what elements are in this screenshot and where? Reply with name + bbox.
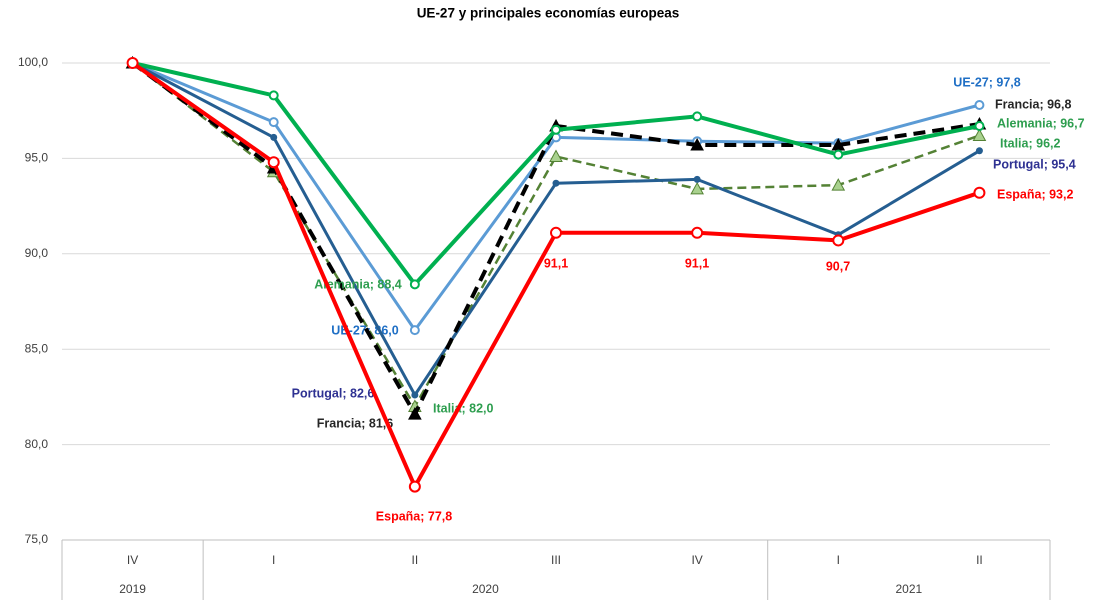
x-tick-label: I bbox=[837, 553, 840, 567]
series-line bbox=[132, 61, 980, 287]
marker bbox=[833, 149, 844, 160]
data-label: Portugal; 95,4 bbox=[993, 157, 1076, 171]
x-tick-label: IV bbox=[691, 553, 702, 567]
marker bbox=[268, 90, 279, 101]
y-tick-label: 80,0 bbox=[25, 437, 49, 451]
marker bbox=[690, 137, 704, 151]
x-tick-label: III bbox=[551, 553, 561, 567]
x-tick-label: II bbox=[412, 553, 419, 567]
y-tick-label: 75,0 bbox=[25, 532, 49, 546]
marker bbox=[693, 175, 701, 183]
y-tick-label: 100,0 bbox=[18, 55, 48, 69]
marker bbox=[126, 57, 139, 69]
marker bbox=[975, 147, 983, 155]
series-line bbox=[132, 61, 980, 332]
data-label: Francia; 96,8 bbox=[995, 97, 1071, 111]
y-tick-label: 90,0 bbox=[25, 246, 49, 260]
marker bbox=[551, 124, 561, 135]
marker bbox=[972, 128, 987, 142]
y-tick-label: 95,0 bbox=[25, 151, 49, 165]
data-label: España; 93,2 bbox=[997, 187, 1073, 201]
chart-title: UE-27 y principales economías europeas bbox=[417, 6, 680, 21]
marker bbox=[268, 117, 279, 128]
marker bbox=[408, 407, 422, 420]
x-tick-label: I bbox=[272, 553, 275, 567]
data-label: Francia; 81,6 bbox=[317, 416, 393, 430]
marker bbox=[832, 234, 845, 247]
data-label: España; 77,8 bbox=[376, 509, 452, 523]
data-label: Portugal; 82,6 bbox=[292, 386, 375, 400]
x-group-label: 2021 bbox=[896, 582, 923, 596]
data-label: UE-27; 97,8 bbox=[953, 75, 1020, 89]
marker bbox=[552, 179, 560, 187]
data-label: 91,1 bbox=[685, 256, 709, 270]
marker bbox=[267, 156, 280, 169]
marker bbox=[550, 226, 562, 239]
y-tick-label: 85,0 bbox=[25, 341, 49, 355]
marker bbox=[831, 178, 846, 191]
marker bbox=[408, 480, 421, 493]
data-label: Italia; 96,2 bbox=[1000, 136, 1060, 150]
marker bbox=[690, 181, 704, 195]
marker bbox=[409, 279, 420, 290]
data-label: Alemania; 96,7 bbox=[997, 116, 1085, 130]
x-tick-label: IV bbox=[127, 553, 138, 567]
marker bbox=[973, 186, 986, 199]
marker bbox=[411, 391, 419, 399]
marker bbox=[974, 120, 985, 131]
x-group-label: 2019 bbox=[119, 582, 146, 596]
data-label: 90,7 bbox=[826, 259, 850, 273]
data-label: Italia; 82,0 bbox=[433, 401, 493, 415]
x-tick-label: II bbox=[976, 553, 983, 567]
marker bbox=[409, 325, 420, 336]
data-label: Alemania; 88,4 bbox=[314, 277, 402, 291]
marker bbox=[549, 149, 563, 162]
data-label: 91,1 bbox=[544, 256, 568, 270]
marker bbox=[692, 111, 703, 122]
marker bbox=[974, 99, 985, 110]
x-group-label: 2020 bbox=[472, 582, 499, 596]
marker bbox=[270, 133, 278, 141]
marker bbox=[691, 226, 704, 239]
